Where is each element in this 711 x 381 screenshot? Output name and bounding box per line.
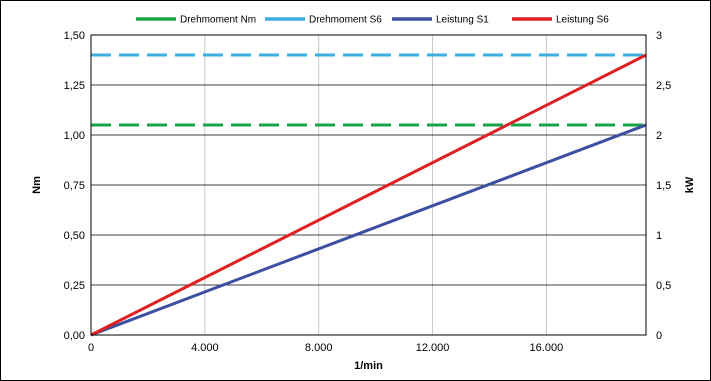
y-left-tick-label: 1,25: [64, 80, 85, 92]
y-right-tick-label: 2: [656, 130, 662, 142]
legend-label-1: Drehmoment Nm: [180, 15, 256, 26]
y-right-tick-label: 0,5: [656, 280, 671, 292]
y-left-tick-label: 0,50: [64, 230, 85, 242]
y-right-tick-label: 0: [656, 330, 662, 342]
x-tick-label: 8.000: [305, 342, 333, 354]
tick-labels: 0 4.000 8.000 12.000 16.0000,000,250,500,751…: [64, 30, 672, 354]
x-axis-title: 1/min: [354, 360, 383, 372]
y-left-tick-label: 1,50: [64, 30, 85, 42]
y-right-tick-label: 3: [656, 30, 662, 42]
y-left-tick-label: 0,75: [64, 180, 85, 192]
x-tick-label: 12.000: [416, 342, 450, 354]
series-layer: [90, 53, 647, 337]
legend-label-4: Leistung S6: [556, 15, 609, 26]
y-right-tick-label: 1: [656, 230, 662, 242]
y-left-tick-label: 1,00: [64, 130, 85, 142]
plot-area-border: [90, 34, 647, 336]
y-left-tick-label: 0,25: [64, 280, 85, 292]
grid: [91, 35, 646, 335]
y-axis-left-title: Nm: [31, 176, 43, 194]
x-tick-label: 4.000: [191, 342, 219, 354]
x-tick-label: 0: [88, 342, 94, 354]
series-line-3: [90, 123, 647, 337]
legend: Drehmoment Nm Drehmoment S6 Leistung S1 Lei…: [136, 15, 609, 26]
y-right-tick-label: 1,5: [656, 180, 671, 192]
y-axis-right-title: kW: [684, 176, 696, 193]
legend-label-2: Drehmoment S6: [309, 15, 382, 26]
y-left-tick-label: 0,00: [64, 330, 85, 342]
x-tick-label: 16.000: [530, 342, 564, 354]
legend-label-3: Leistung S1: [436, 15, 489, 26]
series-line-4: [90, 53, 647, 337]
y-right-tick-label: 2,5: [656, 80, 671, 92]
